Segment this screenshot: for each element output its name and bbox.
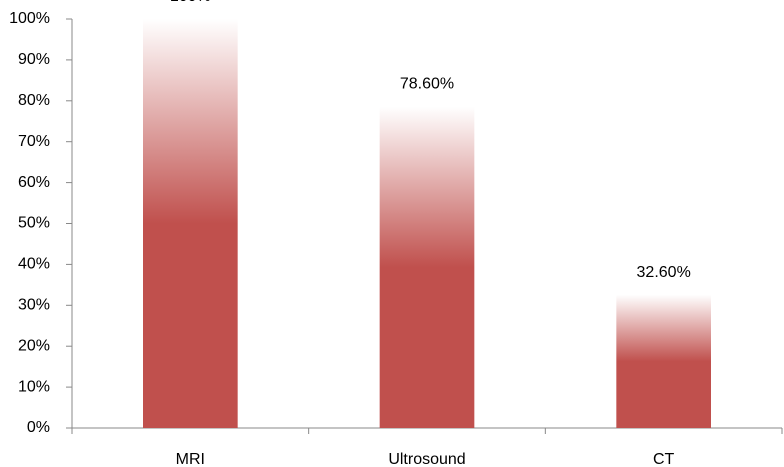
y-tick-label: 50% <box>18 215 50 232</box>
y-tick-label: 30% <box>18 297 50 314</box>
y-tick-label: 40% <box>18 256 50 273</box>
value-label: 100% <box>170 0 211 5</box>
x-tick-label: Ultrosound <box>388 451 465 467</box>
bar <box>616 294 711 428</box>
bar <box>379 106 475 428</box>
y-tick-label: 60% <box>18 174 50 191</box>
x-tick-label: CT <box>653 451 675 467</box>
y-tick-label: 0% <box>27 419 50 436</box>
y-tick-label: 100% <box>9 10 50 27</box>
bar <box>143 19 238 428</box>
value-label: 78.60% <box>400 76 454 93</box>
y-tick-label: 20% <box>18 337 50 354</box>
x-tick-label: MRI <box>176 451 205 467</box>
y-tick-label: 10% <box>18 378 50 395</box>
y-tick-label: 80% <box>18 92 50 109</box>
value-label: 32.60% <box>637 264 691 281</box>
y-tick-label: 70% <box>18 133 50 150</box>
y-tick-label: 90% <box>18 51 50 68</box>
